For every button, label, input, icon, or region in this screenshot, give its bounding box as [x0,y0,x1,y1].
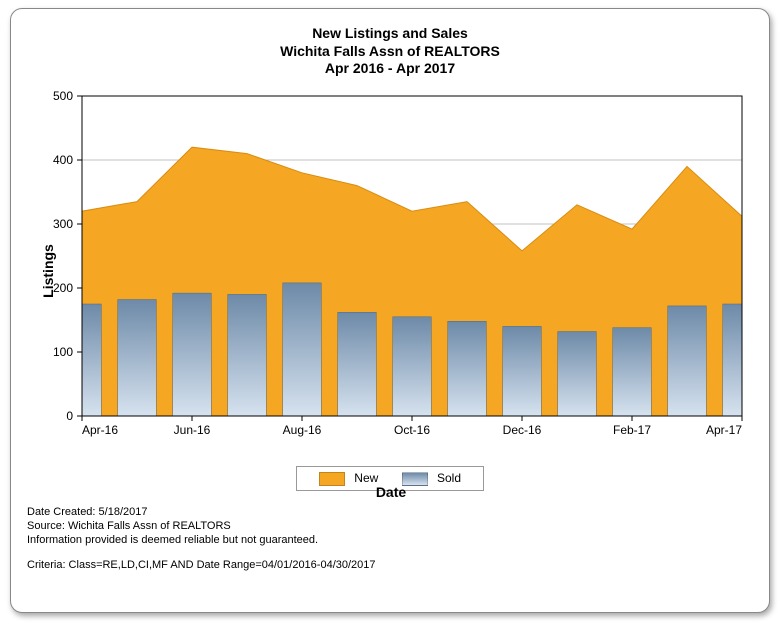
footer-source: Source: Wichita Falls Assn of REALTORS [27,519,753,533]
svg-text:0: 0 [66,409,73,423]
chart-area: Listings 0 100 200 300 400 500 Apr-16 Jun-16 Aug… [27,86,755,456]
svg-text:200: 200 [53,281,73,295]
svg-text:Jun-16: Jun-16 [174,423,211,437]
title-line-3: Apr 2016 - Apr 2017 [27,60,753,78]
bar-sold [448,321,487,416]
footer-date-created: Date Created: 5/18/2017 [27,505,753,519]
bar-sold [82,304,101,416]
chart-card: New Listings and Sales Wichita Falls Ass… [10,8,770,613]
bar-sold [118,299,157,415]
svg-text:500: 500 [53,89,73,103]
bar-sold [558,331,597,415]
y-axis-label: Listings [40,244,56,298]
svg-text:Oct-16: Oct-16 [394,423,430,437]
footer-disclaimer: Information provided is deemed reliable … [27,533,753,547]
bar-sold [668,305,707,415]
chart-svg: 0 100 200 300 400 500 Apr-16 Jun-16 Aug-16 Oct-16… [27,86,755,456]
chart-title: New Listings and Sales Wichita Falls Ass… [27,25,753,78]
bar-sold [228,294,267,416]
bar-sold [173,293,212,416]
bar-sold [393,316,432,415]
svg-text:400: 400 [53,153,73,167]
svg-text:Apr-16: Apr-16 [82,423,118,437]
title-line-1: New Listings and Sales [27,25,753,43]
bar-sold [338,312,377,416]
footer: Date Created: 5/18/2017 Source: Wichita … [27,505,753,572]
bar-sold [283,282,322,415]
title-line-2: Wichita Falls Assn of REALTORS [27,43,753,61]
svg-text:Aug-16: Aug-16 [283,423,322,437]
bar-sold [613,327,652,415]
bar-sold [503,326,542,416]
svg-text:Dec-16: Dec-16 [503,423,542,437]
x-axis-label: Date [27,484,755,500]
svg-text:100: 100 [53,345,73,359]
bar-sold [723,304,742,416]
svg-text:300: 300 [53,217,73,231]
footer-criteria: Criteria: Class=RE,LD,CI,MF AND Date Ran… [27,558,753,572]
svg-text:Feb-17: Feb-17 [613,423,651,437]
svg-text:Apr-17: Apr-17 [706,423,742,437]
